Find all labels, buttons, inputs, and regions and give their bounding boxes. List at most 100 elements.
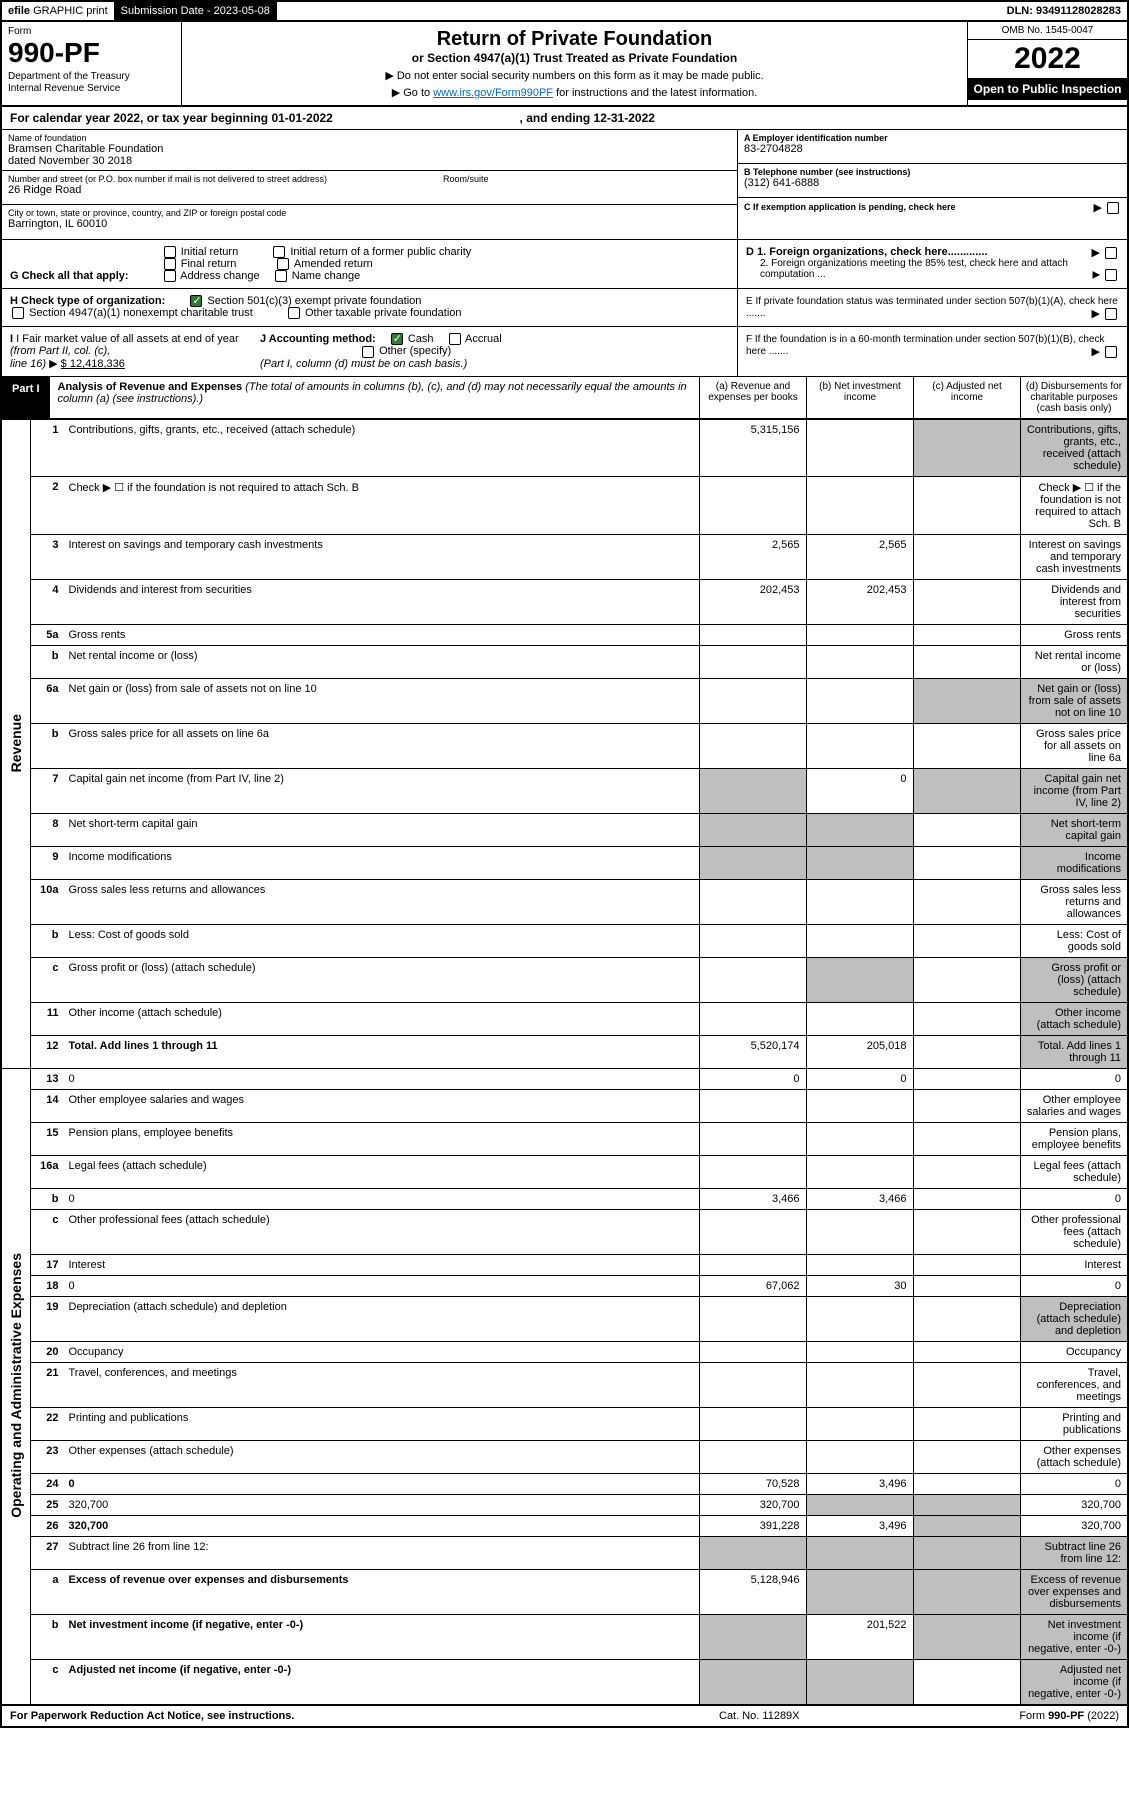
i-label: I I Fair market value of all assets at e… [10, 333, 239, 370]
page-footer: For Paperwork Reduction Act Notice, see … [2, 1704, 1127, 1726]
form-subtitle: or Section 4947(a)(1) Trust Treated as P… [188, 51, 961, 65]
table-row: 21Travel, conferences, and meetingsTrave… [2, 1363, 1127, 1408]
table-row: 10aGross sales less returns and allowanc… [2, 880, 1127, 925]
form-ref: Form 990-PF (2022) [939, 1710, 1119, 1722]
ssn-warning: ▶ Do not enter social security numbers o… [188, 69, 961, 82]
table-row: 7Capital gain net income (from Part IV, … [2, 769, 1127, 814]
table-row: 9Income modificationsIncome modification… [2, 847, 1127, 880]
phone: (312) 641-6888 [744, 177, 1121, 189]
irs-link[interactable]: www.irs.gov/Form990PF [433, 87, 553, 99]
address-label: Number and street (or P.O. box number if… [8, 174, 731, 184]
cat-no: Cat. No. 11289X [719, 1710, 939, 1722]
table-row: 24070,5283,4960 [2, 1474, 1127, 1495]
address-change-checkbox[interactable] [164, 270, 176, 282]
d1-checkbox[interactable] [1105, 247, 1117, 259]
g-label: G Check all that apply: [10, 270, 129, 282]
h-label: H Check type of organization: [10, 295, 165, 307]
open-inspection: Open to Public Inspection [968, 78, 1127, 100]
calendar-year: For calendar year 2022, or tax year begi… [2, 107, 1127, 130]
form-page: efile GRAPHIC print Submission Date - 20… [0, 0, 1129, 1728]
city-label: City or town, state or province, country… [8, 208, 731, 218]
section-i-j-f: I I Fair market value of all assets at e… [2, 327, 1127, 377]
form-number: 990-PF [8, 37, 175, 69]
form-title: Return of Private Foundation [188, 28, 961, 51]
f-label: F If the foundation is in a 60-month ter… [746, 334, 1105, 357]
table-row: 19Depreciation (attach schedule) and dep… [2, 1297, 1127, 1342]
name-label: Name of foundation [8, 133, 731, 143]
table-row: bGross sales price for all assets on lin… [2, 724, 1127, 769]
phone-label: B Telephone number (see instructions) [744, 167, 1121, 177]
foundation-name: Bramsen Charitable Foundationdated Novem… [8, 143, 731, 167]
omb-number: OMB No. 1545-0047 [968, 22, 1127, 40]
f-checkbox[interactable] [1105, 346, 1117, 358]
table-row: bNet investment income (if negative, ent… [2, 1615, 1127, 1660]
table-row: Revenue1Contributions, gifts, grants, et… [2, 420, 1127, 477]
j-note: (Part I, column (d) must be on cash basi… [260, 358, 467, 370]
side-label: Operating and Administrative Expenses [2, 1069, 31, 1705]
table-row: bNet rental income or (loss)Net rental i… [2, 646, 1127, 679]
col-d-header: (d) Disbursements for charitable purpose… [1020, 377, 1127, 418]
name-change-checkbox[interactable] [275, 270, 287, 282]
table-row: 11Other income (attach schedule)Other in… [2, 1003, 1127, 1036]
col-c-header: (c) Adjusted net income [913, 377, 1020, 418]
d1-label: D 1. Foreign organizations, check here..… [746, 246, 987, 258]
part1-header: Part I Analysis of Revenue and Expenses … [2, 377, 1127, 419]
dln: DLN: 93491128028283 [1001, 2, 1127, 20]
e-checkbox[interactable] [1105, 308, 1117, 320]
table-row: b03,4663,4660 [2, 1189, 1127, 1210]
revenue-table: Revenue1Contributions, gifts, grants, et… [2, 419, 1127, 1068]
e-label: E If private foundation status was termi… [746, 296, 1118, 319]
table-row: 3Interest on savings and temporary cash … [2, 535, 1127, 580]
cash-checkbox[interactable] [391, 333, 403, 345]
table-row: cOther professional fees (attach schedul… [2, 1210, 1127, 1255]
department: Department of the TreasuryInternal Reven… [8, 71, 175, 95]
form-label: Form [8, 26, 175, 37]
d2-label: 2. Foreign organizations meeting the 85%… [746, 258, 1119, 280]
table-row: cGross profit or (loss) (attach schedule… [2, 958, 1127, 1003]
table-row: 17InterestInterest [2, 1255, 1127, 1276]
table-row: 25320,700320,700320,700 [2, 1495, 1127, 1516]
side-label: Revenue [2, 420, 31, 1069]
top-bar: efile GRAPHIC print Submission Date - 20… [2, 2, 1127, 22]
col-a-header: (a) Revenue and expenses per books [699, 377, 806, 418]
table-row: 18067,062300 [2, 1276, 1127, 1297]
table-row: bLess: Cost of goods soldLess: Cost of g… [2, 925, 1127, 958]
room-label: Room/suite [443, 174, 489, 184]
d2-checkbox[interactable] [1105, 269, 1117, 281]
ein-label: A Employer identification number [744, 133, 1121, 143]
table-row: cAdjusted net income (if negative, enter… [2, 1660, 1127, 1705]
other-method-checkbox[interactable] [362, 346, 374, 358]
table-row: 27Subtract line 26 from line 12:Subtract… [2, 1537, 1127, 1570]
efile-label: efile GRAPHIC print [2, 2, 115, 20]
initial-pub-checkbox[interactable] [273, 246, 285, 258]
section-g-d: G Check all that apply: Initial return I… [2, 240, 1127, 289]
initial-return-checkbox[interactable] [164, 246, 176, 258]
pending-checkbox[interactable] [1107, 202, 1119, 214]
accrual-checkbox[interactable] [449, 333, 461, 345]
table-row: 14Other employee salaries and wagesOther… [2, 1090, 1127, 1123]
ein: 83-2704828 [744, 143, 1121, 155]
table-row: 4Dividends and interest from securities2… [2, 580, 1127, 625]
submission-date: Submission Date - 2023-05-08 [115, 2, 277, 20]
table-row: 22Printing and publicationsPrinting and … [2, 1408, 1127, 1441]
amended-checkbox[interactable] [277, 258, 289, 270]
table-row: 26320,700391,2283,496320,700 [2, 1516, 1127, 1537]
table-row: 8Net short-term capital gainNet short-te… [2, 814, 1127, 847]
paperwork-notice: For Paperwork Reduction Act Notice, see … [10, 1710, 719, 1722]
h-other-checkbox[interactable] [288, 307, 300, 319]
table-row: 15Pension plans, employee benefitsPensio… [2, 1123, 1127, 1156]
city: Barrington, IL 60010 [8, 218, 731, 230]
table-row: 2Check ▶ ☐ if the foundation is not requ… [2, 477, 1127, 535]
info-section: Name of foundation Bramsen Charitable Fo… [2, 130, 1127, 240]
section-h-e: H Check type of organization: Section 50… [2, 289, 1127, 327]
col-b-header: (b) Net investment income [806, 377, 913, 418]
final-return-checkbox[interactable] [164, 258, 176, 270]
h-4947-checkbox[interactable] [12, 307, 24, 319]
table-row: 20OccupancyOccupancy [2, 1342, 1127, 1363]
h-501c3-checkbox[interactable] [190, 295, 202, 307]
form-header: Form 990-PF Department of the TreasuryIn… [2, 22, 1127, 107]
table-row: 23Other expenses (attach schedule)Other … [2, 1441, 1127, 1474]
expenses-table: Operating and Administrative Expenses130… [2, 1068, 1127, 1704]
address: 26 Ridge Road [8, 184, 731, 196]
fmv-value: $ 12,418,336 [61, 358, 125, 370]
